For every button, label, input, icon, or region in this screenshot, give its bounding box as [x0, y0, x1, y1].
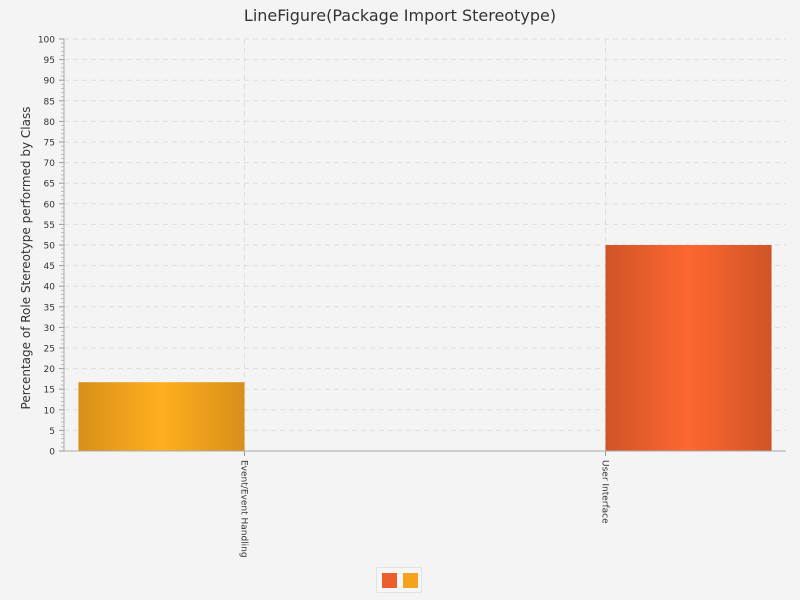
legend-swatch-series-1 [382, 573, 397, 588]
y-tick-label: 50 [44, 242, 56, 252]
y-tick-label: 95 [44, 56, 55, 66]
y-tick-label: 45 [44, 262, 55, 272]
bar [605, 245, 772, 451]
chart-title: LineFigure(Package Import Stereotype) [243, 6, 557, 25]
x-tick-label: Event/Event Handling [239, 460, 249, 558]
y-tick-label: 25 [44, 345, 55, 355]
legend [376, 567, 422, 593]
y-tick-label: 85 [44, 97, 55, 107]
y-tick-label: 90 [44, 77, 56, 87]
y-tick-label: 35 [44, 303, 55, 313]
y-tick-label: 5 [49, 427, 55, 437]
y-tick-label: 65 [44, 180, 55, 190]
y-tick-label: 30 [44, 324, 56, 334]
y-tick-label: 15 [44, 386, 55, 396]
y-tick-label: 20 [44, 365, 56, 375]
y-tick-label: 40 [44, 283, 56, 293]
y-tick-label: 10 [44, 406, 56, 416]
legend-swatch-series-2 [403, 573, 418, 588]
y-tick-label: 60 [44, 200, 56, 210]
y-tick-label: 100 [38, 36, 55, 46]
y-tick-label: 0 [49, 448, 55, 458]
x-tick-label: User Interface [600, 460, 610, 524]
y-tick-label: 80 [44, 118, 56, 128]
y-tick-label: 75 [44, 139, 55, 149]
y-tick-label: 70 [44, 159, 56, 169]
bar [78, 382, 245, 451]
y-tick-label: 55 [44, 221, 55, 231]
